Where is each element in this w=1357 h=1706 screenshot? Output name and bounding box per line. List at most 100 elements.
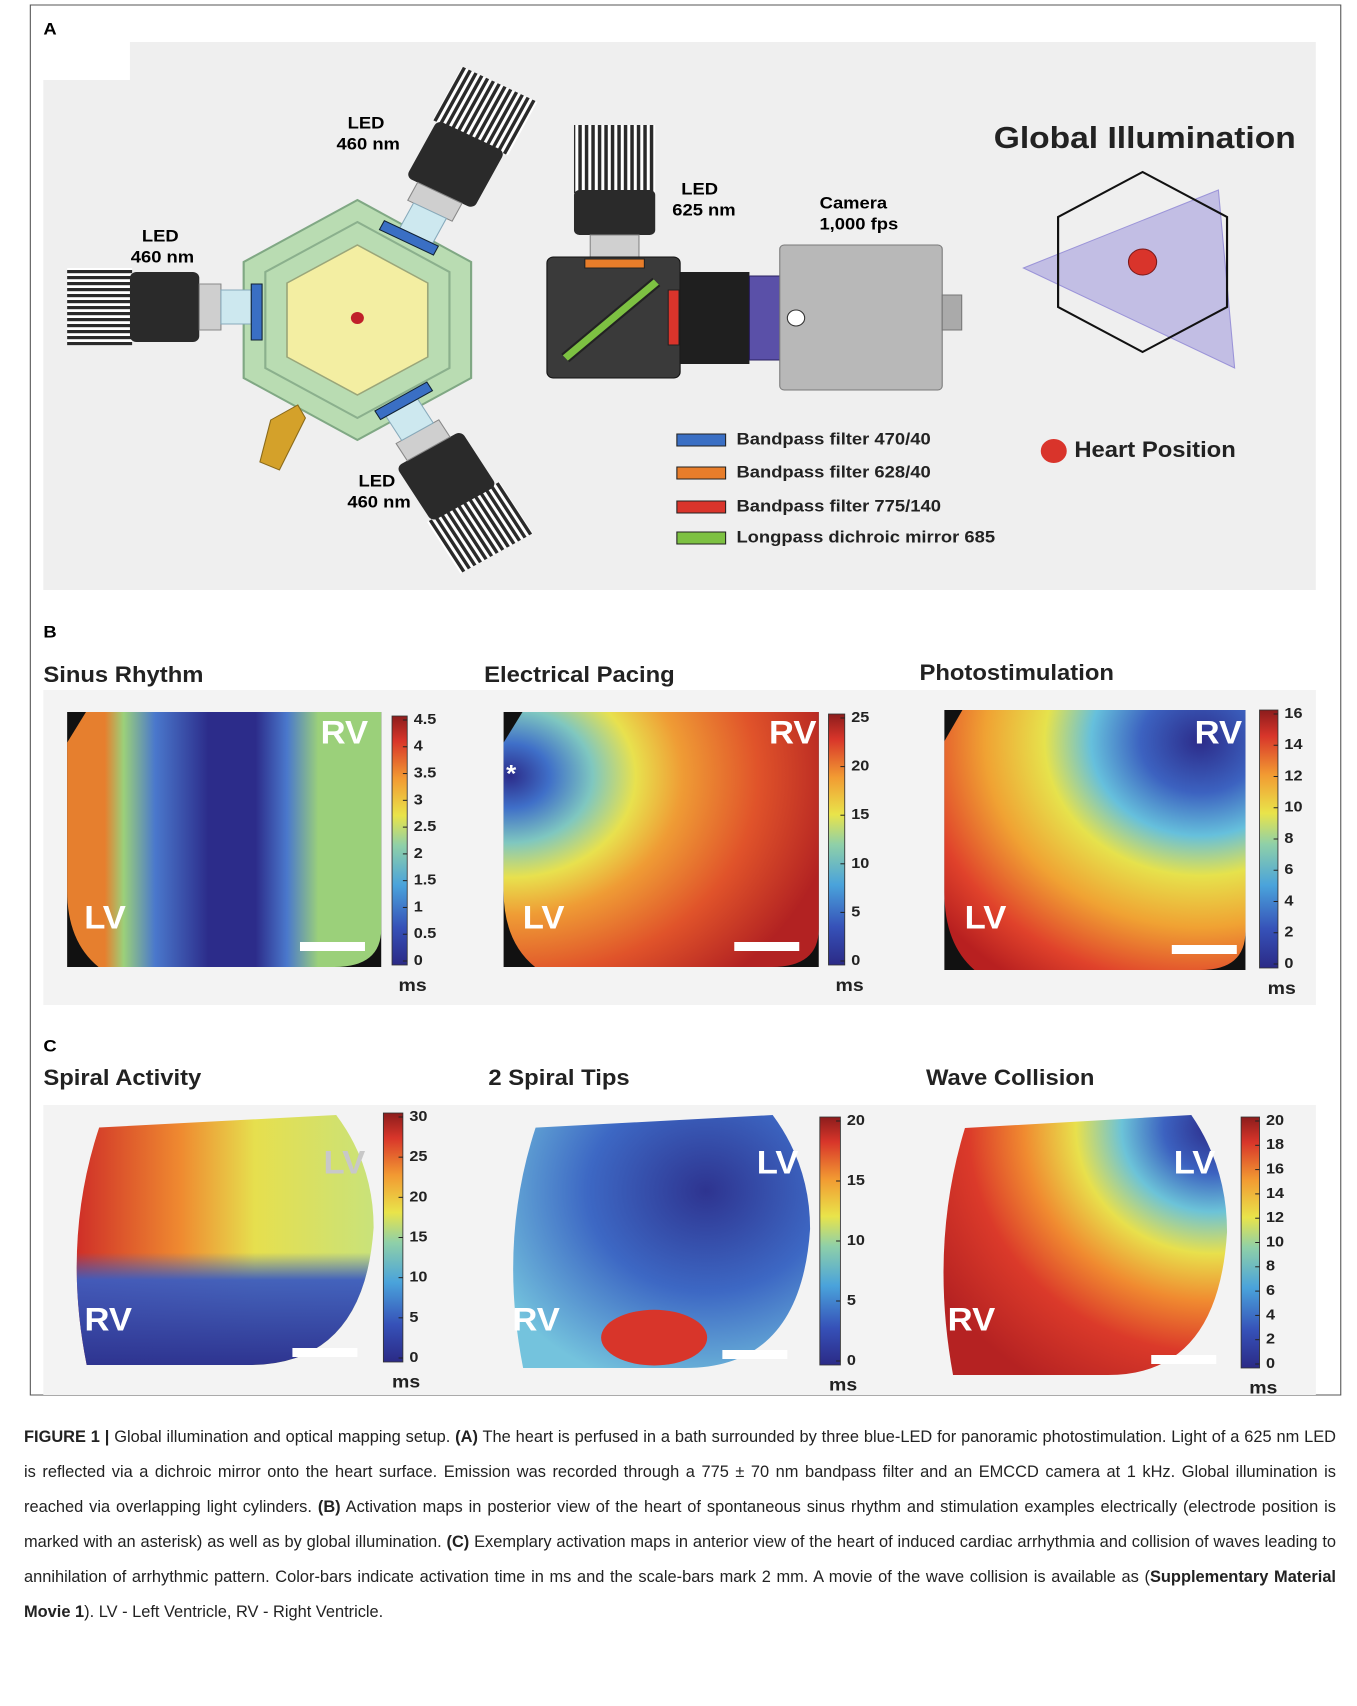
colorbar-tick-label: 0	[847, 1352, 856, 1368]
camera-rate: 1,000 fps	[819, 214, 898, 233]
colorbar-tick-label: 3.5	[414, 765, 437, 781]
region-label: LV	[757, 1146, 799, 1181]
heart-marker	[1041, 439, 1067, 463]
colorbar-tick-label: 2	[414, 845, 423, 861]
colorbar-unit: ms	[1249, 1377, 1277, 1397]
decoration	[130, 272, 199, 342]
legend-label: Bandpass filter 470/40	[736, 429, 930, 448]
led-label: LED	[358, 471, 395, 490]
colorbar-tick-label: 14	[1266, 1185, 1284, 1201]
colorbar-tick-label: 6	[1266, 1283, 1275, 1299]
legend-label: Longpass dichroic mirror 685	[736, 527, 995, 546]
led-label: LED	[681, 179, 718, 198]
figure: A	[0, 0, 1357, 1410]
colorbar-unit: ms	[399, 974, 427, 994]
region-label: LV	[84, 901, 126, 936]
colorbar-tick-label: 0	[409, 1349, 418, 1365]
region-label: RV	[769, 716, 817, 751]
map-title: Sinus Rhythm	[43, 662, 203, 687]
colorbar-unit: ms	[836, 974, 864, 994]
colorbar-tick-label: 4	[414, 738, 423, 754]
colorbar-tick-label: 0	[1284, 955, 1293, 971]
colorbar-tick-label: 8	[1284, 830, 1293, 846]
region-label: LV	[1174, 1146, 1216, 1181]
colorbar-tick-label: 8	[1266, 1258, 1275, 1274]
scale-bar	[300, 942, 365, 951]
decoration	[942, 295, 961, 330]
colorbar-tick-label: 20	[1266, 1112, 1284, 1128]
decoration	[590, 235, 639, 257]
decoration	[585, 259, 645, 268]
decoration	[787, 310, 804, 326]
colorbar-tick-label: 4	[1284, 893, 1293, 909]
decoration	[351, 312, 364, 324]
colorbar-tick-label: 12	[1266, 1210, 1284, 1226]
colorbar-tick-label: 0	[414, 952, 423, 968]
colorbar	[828, 714, 844, 965]
colorbar-tick-label: 16	[1284, 705, 1302, 721]
page-body: A	[0, 0, 1357, 1706]
colorbar-tick-label: 25	[851, 709, 869, 725]
colorbar-tick-label: 15	[409, 1229, 427, 1245]
decoration	[680, 272, 749, 364]
map-title: Spiral Activity	[43, 1065, 201, 1090]
decoration	[574, 190, 655, 235]
map-title: Photostimulation	[919, 660, 1113, 685]
scale-bar	[734, 942, 799, 951]
region-label: RV	[512, 1303, 560, 1338]
colorbar-tick-label: 10	[851, 855, 869, 871]
region-label: RV	[1195, 716, 1243, 751]
legend-swatch	[677, 434, 726, 446]
colorbar-tick-label: 30	[409, 1108, 427, 1124]
region-label: LV	[965, 901, 1007, 936]
led-label: LED	[142, 226, 179, 245]
scale-bar	[1151, 1355, 1216, 1364]
panel-label: B	[43, 622, 56, 641]
camera-label: Camera	[820, 193, 888, 212]
region-label: RV	[85, 1303, 133, 1338]
decoration	[199, 284, 221, 330]
colorbar-tick-label: 16	[1266, 1161, 1284, 1177]
colorbar-tick-label: 18	[1266, 1137, 1284, 1153]
colorbar-tick-label: 12	[1284, 768, 1302, 784]
colorbar-tick-label: 4.5	[414, 711, 437, 727]
scale-bar	[1172, 945, 1237, 954]
map-title: Wave Collision	[926, 1065, 1095, 1090]
caption-text: Global illumination and optical mapping …	[109, 1428, 455, 1446]
electrode-marker: *	[506, 760, 516, 787]
led-wavelength: 460 nm	[337, 134, 400, 153]
colorbar-tick-label: 20	[851, 758, 869, 774]
decoration	[574, 125, 655, 193]
colorbar-tick-label: 6	[1284, 862, 1293, 878]
caption-label: FIGURE 1 |	[24, 1428, 109, 1446]
heart-position-label: Heart Position	[1074, 437, 1235, 462]
colorbar-unit: ms	[1268, 977, 1296, 997]
decoration	[221, 290, 251, 324]
colorbar-tick-label: 0	[1266, 1355, 1275, 1371]
scale-bar	[722, 1350, 787, 1359]
colorbar-tick-label: 0.5	[414, 926, 437, 942]
legend-swatch	[677, 532, 726, 544]
caption-text: ). LV - Left Ventricle, RV - Right Ventr…	[84, 1603, 383, 1621]
colorbar-tick-label: 2.5	[414, 819, 437, 835]
colorbar-tick-label: 3	[414, 792, 423, 808]
decoration	[1128, 249, 1156, 275]
colorbar-tick-label: 2	[1284, 924, 1293, 940]
region-label: RV	[321, 716, 369, 751]
colorbar-tick-label: 15	[851, 807, 869, 823]
map-field	[601, 1310, 707, 1366]
legend-label: Bandpass filter 628/40	[736, 462, 930, 481]
figure-caption: FIGURE 1 | Global illumination and optic…	[24, 1420, 1336, 1630]
legend-swatch	[677, 467, 726, 479]
legend-label: Bandpass filter 775/140	[736, 496, 941, 515]
decoration	[749, 276, 781, 360]
decoration	[67, 268, 132, 346]
colorbar-tick-label: 5	[409, 1309, 418, 1325]
colorbar-tick-label: 0	[851, 952, 860, 968]
region-label: RV	[948, 1303, 996, 1338]
colorbar-tick-label: 5	[847, 1292, 856, 1308]
legend-swatch	[677, 501, 726, 513]
colorbar-unit: ms	[829, 1374, 857, 1394]
colorbar-tick-label: 1	[414, 899, 423, 915]
colorbar-tick-label: 4	[1266, 1307, 1275, 1323]
